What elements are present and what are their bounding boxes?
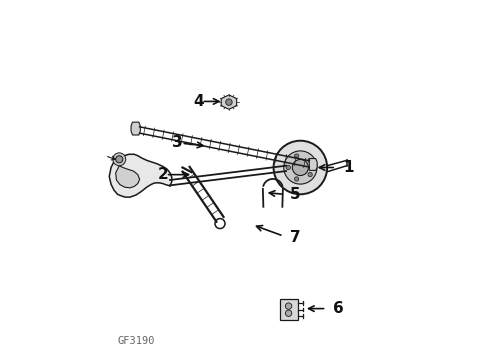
Circle shape bbox=[294, 154, 299, 158]
Text: 6: 6 bbox=[333, 301, 343, 316]
Circle shape bbox=[284, 151, 317, 184]
Circle shape bbox=[308, 172, 312, 177]
Circle shape bbox=[293, 159, 308, 176]
Polygon shape bbox=[309, 158, 317, 170]
Circle shape bbox=[116, 156, 123, 163]
Circle shape bbox=[285, 303, 292, 309]
Text: 1: 1 bbox=[343, 160, 354, 175]
Polygon shape bbox=[221, 95, 237, 109]
Circle shape bbox=[113, 153, 126, 166]
Polygon shape bbox=[116, 166, 140, 188]
Text: 7: 7 bbox=[290, 230, 300, 245]
Circle shape bbox=[226, 99, 232, 105]
Text: 5: 5 bbox=[290, 187, 300, 202]
Text: GF3190: GF3190 bbox=[117, 337, 155, 346]
Text: 3: 3 bbox=[172, 135, 182, 150]
Text: 4: 4 bbox=[193, 94, 204, 109]
Circle shape bbox=[273, 141, 327, 194]
Circle shape bbox=[294, 177, 299, 181]
Circle shape bbox=[286, 165, 291, 170]
FancyBboxPatch shape bbox=[280, 299, 298, 320]
Text: 2: 2 bbox=[157, 167, 168, 182]
Polygon shape bbox=[109, 154, 172, 197]
Circle shape bbox=[285, 310, 292, 316]
Circle shape bbox=[308, 158, 312, 163]
Polygon shape bbox=[131, 122, 140, 135]
